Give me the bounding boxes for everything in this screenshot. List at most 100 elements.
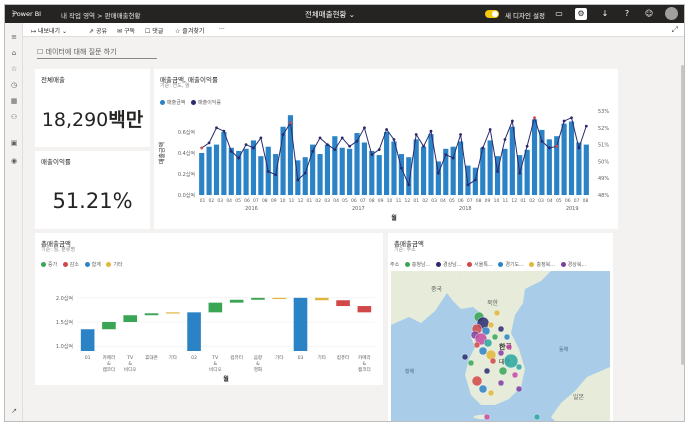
new-design-toggle[interactable] <box>485 10 499 18</box>
comment-button[interactable]: ☐ 댓글 <box>145 28 164 35</box>
margin-point <box>266 170 270 173</box>
sales-bar <box>502 148 508 195</box>
sales-bar <box>258 156 264 195</box>
sales-bar <box>310 144 316 195</box>
menu-icon[interactable]: ≡ <box>11 33 17 41</box>
app-launcher-icon[interactable]: ⋮ <box>9 9 17 18</box>
qa-underline <box>37 58 157 59</box>
legend-dot-other <box>106 262 112 267</box>
map-bubble <box>511 371 519 379</box>
waterfall-subtitle: 기준: 월, 분류명 <box>41 247 76 253</box>
map-land-china <box>391 271 461 325</box>
report-title[interactable]: 전체매출현황 ⌄ <box>305 10 356 19</box>
margin-point <box>244 143 248 146</box>
margin-point <box>252 146 255 150</box>
margin-point <box>540 139 544 143</box>
waterfall-chart-card[interactable]: 총매출금액 기준: 월, 분류명 증가 감소 합계 기타 2.0십억 1.5십억 1… <box>35 233 383 385</box>
favorites-star-icon[interactable]: ☆ <box>10 65 18 73</box>
combo-chart-subtitle: 기준: 연도, 월 <box>160 83 190 89</box>
waterfall-x-tick-label: 캠코더 <box>103 366 116 373</box>
sales-bar <box>546 139 552 195</box>
map-bubble <box>503 353 519 369</box>
y-right-tick-label: 48% <box>598 193 609 199</box>
expand-icon[interactable]: ⤢ <box>671 25 678 34</box>
my-workspace-icon[interactable]: ◉ <box>10 157 18 165</box>
x-tick-label: 02 <box>208 198 214 204</box>
waterfall-x-tick-label: 카메라 <box>103 354 116 361</box>
margin-point <box>399 166 403 170</box>
sales-bar <box>398 154 404 195</box>
total-sales-value: 18,290백만 <box>41 109 144 131</box>
workspaces-icon[interactable]: ▣ <box>10 139 18 147</box>
sales-bar <box>443 148 449 195</box>
total-sales-card[interactable]: 전체매출 18,290백만 <box>35 69 150 147</box>
subscribe-button[interactable]: ✉ 구독 <box>117 28 135 35</box>
waterfall-bar <box>229 299 244 303</box>
x-tick-label: 04 <box>547 198 553 204</box>
x-tick-label: 09 <box>485 198 491 204</box>
notification-icon[interactable]: ▭ <box>555 9 563 18</box>
sales-bar <box>517 155 523 195</box>
shared-icon[interactable]: ⚇ <box>10 113 18 121</box>
legend-label-decrease: 감소 <box>69 262 79 268</box>
x-tick-label: 02 <box>315 198 321 204</box>
map-bubble <box>497 349 505 357</box>
sales-bar <box>524 149 530 195</box>
sales-margin-chart-card[interactable]: 매출금액, 매출이익률 기준: 연도, 월 매출금액 매출이익률 0.6십억 0.… <box>154 69 618 229</box>
scrollbar[interactable] <box>681 65 684 365</box>
download-icon[interactable]: ↓ <box>601 9 609 18</box>
waterfall-x-tick-label: 컴퓨터 <box>230 354 243 361</box>
avatar[interactable] <box>665 7 678 20</box>
margin-point <box>215 126 218 130</box>
x-tick-label: 06 <box>244 198 250 204</box>
favorite-button[interactable]: ☆ 즐겨찾기 <box>175 28 205 35</box>
home-icon[interactable]: ⌂ <box>11 49 17 57</box>
legend-label-other: 기타 <box>113 262 123 268</box>
more-options-button[interactable]: ··· <box>219 26 225 33</box>
recent-clock-icon[interactable]: ◷ <box>10 81 18 89</box>
map-bubble <box>473 341 481 349</box>
x-year-label: 2016 <box>245 206 258 212</box>
waterfall-x-tick-label: & <box>214 361 218 367</box>
help-icon[interactable]: ? <box>624 9 630 18</box>
breadcrumb[interactable]: 내 작업 영역 > 판매매출현황 <box>61 12 141 20</box>
map-bubble <box>515 363 523 371</box>
combo-chart-title: 매출금액, 매출이익률 <box>160 76 218 84</box>
map-label-japan: 일본 <box>573 393 585 401</box>
top-bar: ⋮ Power BI 내 작업 영역 > 판매매출현황 전체매출현황 ⌄ 새 디… <box>5 5 684 23</box>
x-tick-label: 08 <box>262 198 268 204</box>
waterfall-bar <box>314 297 329 301</box>
waterfall-y-tick-label: 1.0십억 <box>56 343 73 350</box>
x-tick-label: 02 <box>422 198 428 204</box>
waterfall-bar <box>357 306 372 313</box>
sales-bar <box>213 144 220 195</box>
qa-input[interactable]: ☐ 데이터에 대해 질문 하기 <box>37 48 117 56</box>
legend-dot-region-1 <box>404 262 410 267</box>
sales-bar <box>480 147 486 195</box>
brand-label[interactable]: Power BI <box>13 10 42 18</box>
y-left-tick-label: 0.0십억 <box>178 192 195 199</box>
export-button[interactable]: ↦ 내보내기 ⌄ <box>31 28 67 35</box>
x-tick-label: 11 <box>502 198 508 204</box>
sales-bar <box>435 161 441 195</box>
map-bubble <box>483 338 493 348</box>
apps-icon[interactable]: ▦ <box>10 97 18 105</box>
map-bubble <box>478 384 488 394</box>
waterfall-bar <box>102 322 116 330</box>
profit-rate-card[interactable]: 매출이익률 51.21% <box>35 151 150 229</box>
map-label-korea: 한국 <box>499 342 512 351</box>
waterfall-x-axis-label: 월 <box>223 375 229 383</box>
legend-dot-increase <box>41 262 46 267</box>
x-tick-label: 05 <box>449 198 455 204</box>
share-button[interactable]: ⇗ 공유 <box>89 28 107 35</box>
feedback-icon[interactable]: ☺ <box>644 9 654 18</box>
margin-point <box>429 129 433 133</box>
legend-label-sales: 매출금액 <box>167 100 186 106</box>
sales-bar <box>406 157 412 195</box>
waterfall-x-tick-label: 휴대폰 <box>145 354 158 361</box>
map-legend-title: 주소 <box>390 262 400 268</box>
legend-dot-region-4 <box>498 262 504 267</box>
map-chart-card[interactable]: 총매출금액 기준: 주소 주소 충청남... 경상남... 서울특... 경기도… <box>388 233 613 421</box>
settings-gear-icon[interactable]: ⚙ <box>575 8 587 20</box>
open-link-icon[interactable]: ↗ <box>11 407 17 415</box>
